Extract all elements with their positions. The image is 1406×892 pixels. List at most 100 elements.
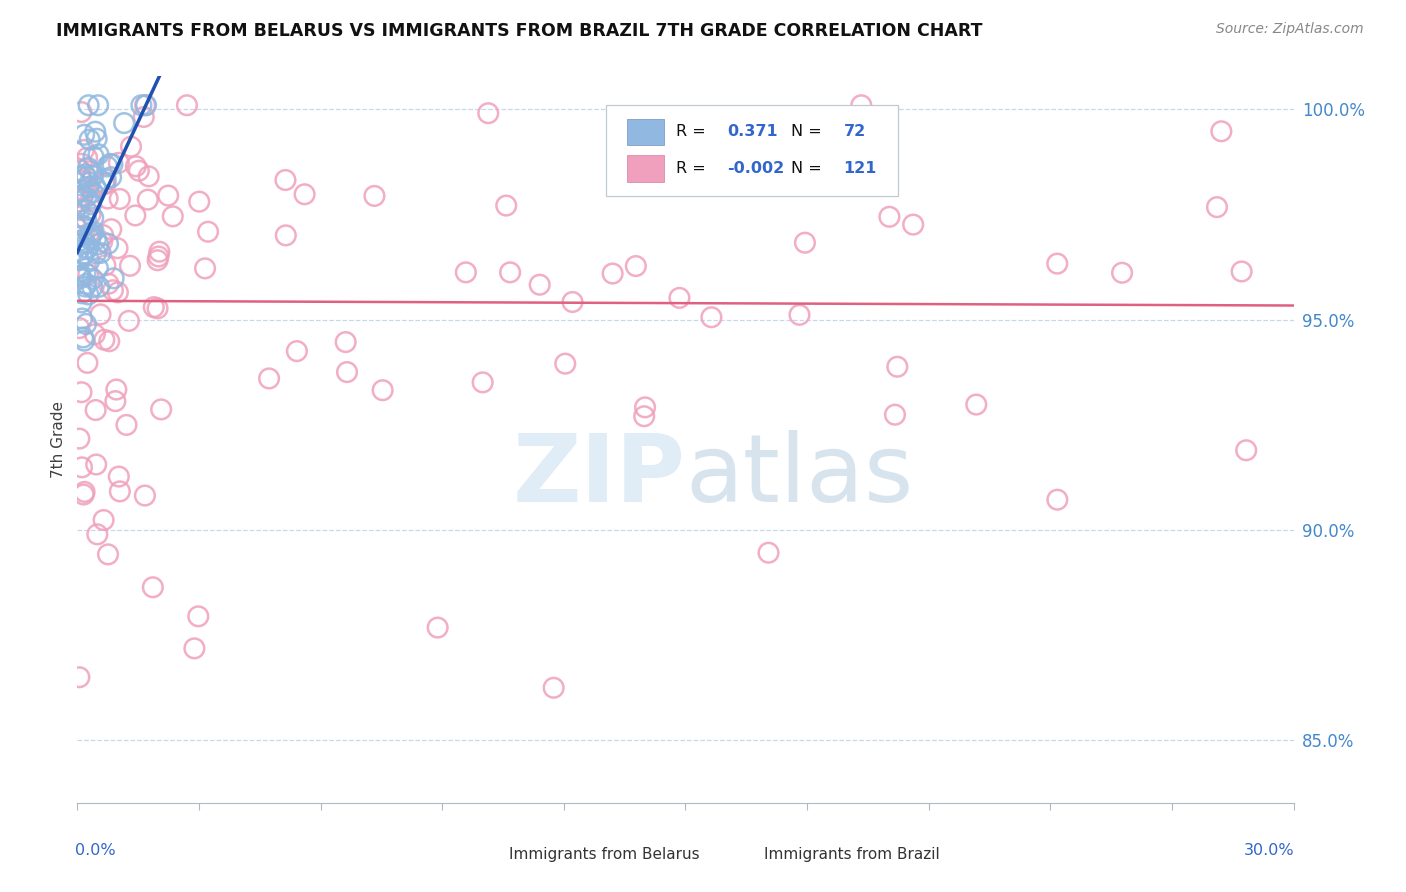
Point <box>84 458 107 472</box>
Point <box>70 311 93 326</box>
Text: N =: N = <box>792 161 823 177</box>
Point <box>112 116 135 130</box>
Point <box>82 280 104 294</box>
Point <box>73 128 96 142</box>
Point <box>70 173 93 187</box>
Point <box>176 98 198 112</box>
Point <box>794 235 817 250</box>
Point <box>72 247 94 261</box>
Point <box>77 254 100 268</box>
Point <box>94 172 117 186</box>
Point <box>70 229 93 244</box>
Point <box>97 192 120 206</box>
Point <box>274 228 297 243</box>
Point <box>72 188 94 202</box>
Point <box>194 261 217 276</box>
Point <box>73 334 96 348</box>
Point <box>70 295 93 310</box>
Point <box>72 330 94 344</box>
Text: 0.371: 0.371 <box>727 125 778 139</box>
Point <box>77 98 100 112</box>
Point <box>700 310 723 325</box>
Point <box>789 308 811 322</box>
Point <box>75 266 97 280</box>
Point <box>79 194 101 208</box>
Point <box>120 139 142 153</box>
Point <box>77 180 100 194</box>
Point <box>336 365 359 379</box>
Point <box>87 98 110 112</box>
Point <box>879 210 901 224</box>
Point <box>82 169 104 183</box>
Point <box>107 241 129 255</box>
Point <box>257 371 280 385</box>
Bar <box>627 119 664 145</box>
Point <box>371 383 394 397</box>
Point <box>1230 264 1253 278</box>
Point <box>101 157 124 171</box>
Bar <box>467 844 501 864</box>
Point <box>69 163 91 178</box>
Text: Immigrants from Brazil: Immigrants from Brazil <box>765 847 941 862</box>
Point <box>69 268 91 283</box>
Point <box>901 218 924 232</box>
Point <box>561 295 583 310</box>
Point <box>96 160 118 174</box>
Point <box>77 287 100 301</box>
Point <box>125 159 148 173</box>
Point <box>87 279 110 293</box>
Text: Source: ZipAtlas.com: Source: ZipAtlas.com <box>1216 22 1364 37</box>
Point <box>142 580 165 594</box>
Point <box>554 357 576 371</box>
Text: N =: N = <box>792 125 823 139</box>
Point <box>634 401 657 415</box>
Point <box>69 169 91 184</box>
Point <box>108 469 131 483</box>
Point <box>157 188 180 202</box>
Point <box>1211 124 1233 138</box>
Point <box>75 317 97 331</box>
Point <box>499 265 522 279</box>
Point <box>67 234 90 248</box>
Point <box>758 546 780 560</box>
Point <box>83 225 105 239</box>
Point <box>86 527 108 541</box>
Point <box>134 489 156 503</box>
Point <box>91 235 114 249</box>
Point <box>602 267 624 281</box>
Point <box>146 253 169 268</box>
Point <box>77 241 100 255</box>
Point <box>87 237 110 252</box>
Point <box>70 460 93 475</box>
Point <box>69 194 91 209</box>
Point <box>76 277 98 291</box>
Point <box>135 98 157 112</box>
Point <box>128 163 150 178</box>
Point <box>965 398 987 412</box>
Point <box>741 138 763 153</box>
Point <box>77 161 100 175</box>
Point <box>454 265 477 279</box>
Point <box>67 432 90 446</box>
Text: -0.002: -0.002 <box>727 161 785 177</box>
Point <box>72 191 94 205</box>
Point <box>79 232 101 246</box>
Point <box>285 344 308 359</box>
Point <box>67 244 90 258</box>
Point <box>86 132 108 146</box>
Point <box>103 271 125 285</box>
Point <box>84 125 107 139</box>
Point <box>84 233 107 247</box>
Point <box>67 321 90 335</box>
Text: IMMIGRANTS FROM BELARUS VS IMMIGRANTS FROM BRAZIL 7TH GRADE CORRELATION CHART: IMMIGRANTS FROM BELARUS VS IMMIGRANTS FR… <box>56 22 983 40</box>
Point <box>108 484 131 499</box>
Point <box>94 177 117 191</box>
Point <box>124 209 146 223</box>
Point <box>69 271 91 285</box>
Point <box>93 333 115 347</box>
Point <box>98 334 121 349</box>
Point <box>70 286 93 301</box>
Point <box>142 300 165 314</box>
Point <box>274 173 297 187</box>
Point <box>477 106 499 120</box>
